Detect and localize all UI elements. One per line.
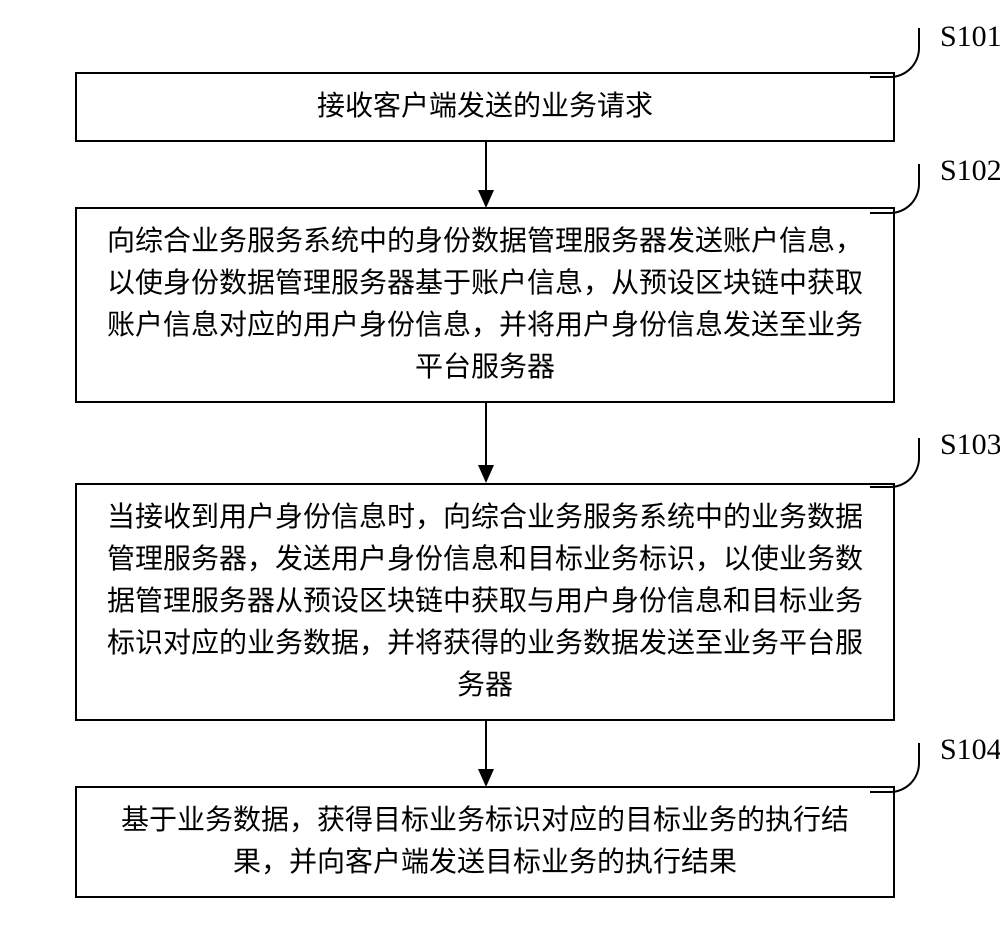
arrow-line: [485, 142, 487, 190]
label-arc-s101: [870, 28, 920, 78]
arrow-line: [485, 721, 487, 769]
arrow-head: [478, 465, 494, 483]
label-arc-s102: [870, 164, 920, 214]
step-label-s101: S101: [940, 20, 1000, 54]
flowchart-container: S101 接收客户端发送的业务请求 S102 向综合业务服务系统中的身份数据管理…: [0, 0, 1000, 937]
arrow-line: [485, 403, 487, 465]
arrow-s103-s104: S104: [60, 721, 940, 786]
label-container-s101: S101: [60, 20, 940, 72]
arrow-s101-s102: S102: [60, 142, 940, 207]
step-box-s102: 向综合业务服务系统中的身份数据管理服务器发送账户信息，以使身份数据管理服务器基于…: [75, 207, 895, 403]
step-box-s104: 基于业务数据，获得目标业务标识对应的目标业务的执行结果，并向客户端发送目标业务的…: [75, 786, 895, 898]
arrow-s102-s103: S103: [60, 403, 940, 483]
label-arc-s104: [870, 743, 920, 793]
label-arc-s103: [870, 438, 920, 488]
arrow-head: [478, 769, 494, 787]
step-label-s102: S102: [940, 154, 1000, 188]
step-label-s103: S103: [940, 428, 1000, 462]
step-box-s101: 接收客户端发送的业务请求: [75, 72, 895, 142]
step-box-s103: 当接收到用户身份信息时，向综合业务服务系统中的业务数据管理服务器，发送用户身份信…: [75, 483, 895, 721]
arrow-head: [478, 190, 494, 208]
step-label-s104: S104: [940, 733, 1000, 767]
